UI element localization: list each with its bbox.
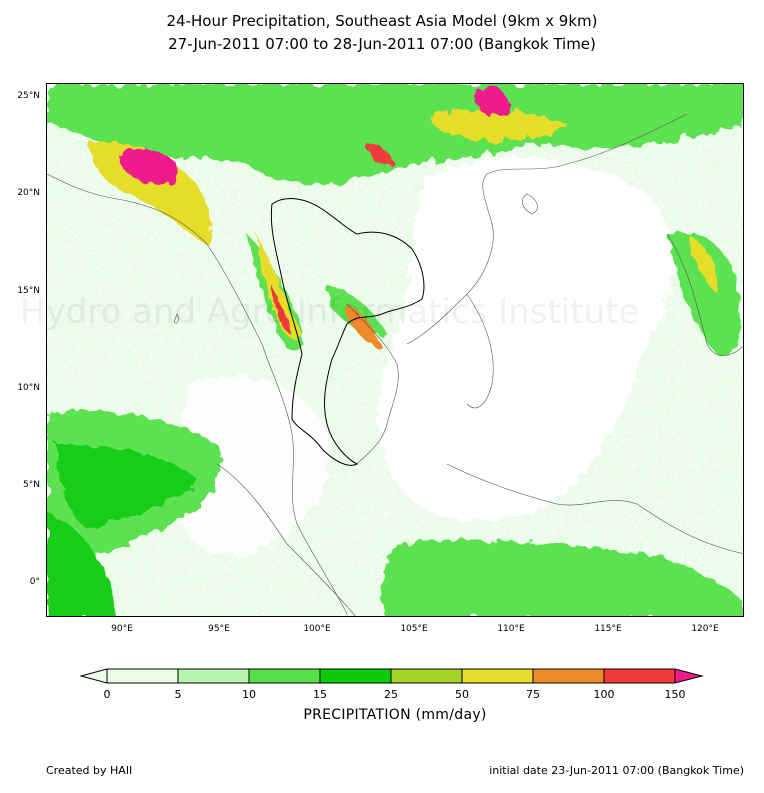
- colorbar-segment: [106, 668, 179, 684]
- lat-label: 25°N: [17, 91, 40, 101]
- lon-label: 105°E: [400, 624, 428, 634]
- colorbar-tick-label: 150: [664, 688, 686, 701]
- lon-label: 100°E: [303, 624, 331, 634]
- map-title-line2: 27-Jun-2011 07:00 to 28-Jun-2011 07:00 (…: [168, 35, 596, 53]
- colorbar-segment: [532, 668, 605, 684]
- lon-label: 110°E: [497, 624, 525, 634]
- precipitation-map: [46, 83, 744, 617]
- colorbar-tick-label: 0: [103, 688, 111, 701]
- colorbar-arrow-high: [674, 668, 704, 684]
- colorbar-segment: [177, 668, 250, 684]
- lon-label: 115°E: [594, 624, 622, 634]
- lat-label: 10°N: [17, 383, 40, 393]
- lon-label: 120°E: [691, 624, 719, 634]
- credit-text: Created by HAII: [46, 764, 133, 777]
- lat-label: 20°N: [17, 188, 40, 198]
- colorbar-tick-label: 15: [313, 688, 327, 701]
- lat-label: 15°N: [17, 286, 40, 296]
- colorbar-tick-label: 25: [384, 688, 398, 701]
- lat-label: 0°: [29, 577, 40, 587]
- colorbar-segment: [603, 668, 676, 684]
- colorbar-tick-label: 10: [242, 688, 256, 701]
- lat-label: 5°N: [23, 480, 40, 490]
- lon-label: 90°E: [111, 624, 133, 634]
- map-canvas: [47, 84, 743, 616]
- colorbar-segment: [248, 668, 321, 684]
- colorbar-tick-label: 100: [593, 688, 615, 701]
- colorbar-segment: [390, 668, 463, 684]
- colorbar-tick-label: 5: [174, 688, 182, 701]
- colorbar: [80, 668, 704, 684]
- map-title-line1: 24-Hour Precipitation, Southeast Asia Mo…: [166, 12, 598, 30]
- watermark: Hydro and Agro Informatics Institute: [20, 292, 640, 332]
- colorbar-tick-label: 75: [526, 688, 540, 701]
- colorbar-segment: [319, 668, 392, 684]
- initial-date-text: initial date 23-Jun-2011 07:00 (Bangkok …: [489, 764, 744, 777]
- colorbar-tick-label: 50: [455, 688, 469, 701]
- colorbar-segment: [461, 668, 534, 684]
- colorbar-arrow-low: [80, 668, 108, 684]
- lon-label: 95°E: [208, 624, 230, 634]
- colorbar-label: PRECIPITATION (mm/day): [303, 707, 487, 723]
